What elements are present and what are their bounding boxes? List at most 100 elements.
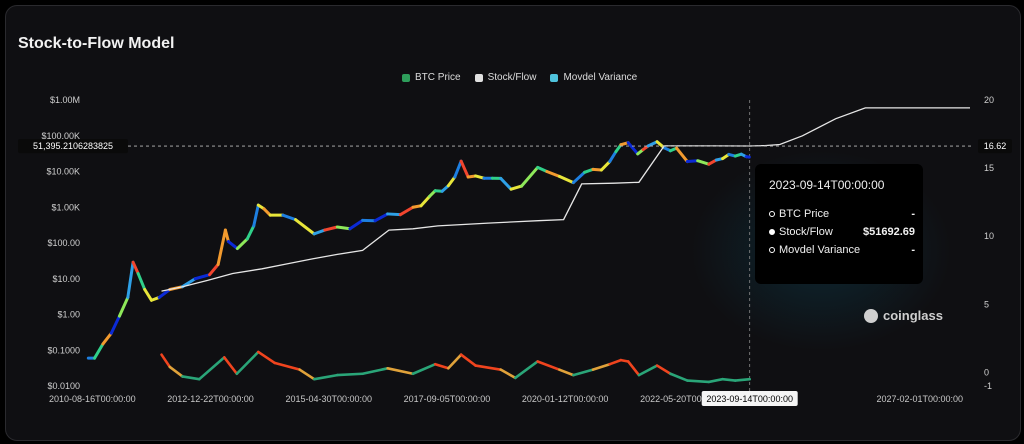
tooltip-row-movdel-variance: Movdel Variance -: [769, 244, 915, 256]
y-tick-label: $10.00K: [46, 167, 80, 177]
btc-price-segment: [93, 342, 105, 360]
y-tick-label: $1.00: [57, 310, 80, 320]
btc-price-segment: [131, 260, 140, 276]
tooltip-label: Movdel Variance: [779, 244, 861, 256]
y2-tick-label: 15: [984, 163, 994, 173]
crosshair-x-label: 2023-09-14T00:00:00: [706, 394, 793, 404]
btc-price-segment: [235, 237, 249, 251]
variance-segment: [312, 373, 339, 381]
btc-price-segment: [398, 205, 415, 217]
btc-price-segment: [252, 203, 260, 228]
y-tick-label: $1.00M: [50, 95, 80, 105]
x-tick-label: 2012-12-22T00:00:00: [167, 394, 254, 404]
btc-price-segment: [226, 240, 239, 251]
variance-segment: [707, 377, 724, 384]
y-tick-label: $0.0100: [47, 381, 80, 391]
btc-price-segment: [545, 170, 561, 178]
variance-segment: [686, 379, 711, 384]
variance-segment: [459, 353, 477, 367]
btc-price-segment: [675, 146, 689, 164]
tooltip-label: Stock/Flow: [779, 226, 833, 238]
btc-price-segment: [335, 225, 352, 231]
btc-price-segment: [245, 224, 256, 241]
btc-price-segment: [223, 228, 230, 244]
variance-segment: [558, 368, 575, 377]
tooltip-value: -: [911, 208, 915, 220]
tooltip-time: 2023-09-14T00:00:00: [769, 178, 885, 192]
x-tick-label: 2017-09-05T00:00:00: [404, 394, 491, 404]
btc-price-segment: [136, 272, 147, 292]
chart-card: Stock-to-Flow Model BTC Price Stock/Flow…: [5, 5, 1021, 441]
variance-segment: [361, 366, 389, 376]
btc-price-segment: [459, 159, 470, 179]
tooltip: 2023-09-14T00:00:00 BTC Price - Stock/Fl…: [755, 164, 923, 284]
x-tick-label: 2020-01-12T00:00:00: [522, 394, 609, 404]
variance-segment: [168, 365, 184, 378]
x-tick-label: 2015-04-30T00:00:00: [285, 394, 372, 404]
variance-segment: [572, 368, 595, 377]
coinglass-watermark: coinglass: [864, 308, 943, 323]
btc-price-segment: [446, 175, 457, 188]
btc-price-segment: [348, 218, 365, 231]
coinglass-logo-icon: [864, 308, 878, 323]
legend-item-stock-flow[interactable]: Stock/Flow: [474, 72, 536, 83]
btc-price-segment: [571, 170, 587, 185]
hollow-dot-icon: [769, 247, 775, 253]
btc-price-segment: [499, 176, 513, 191]
crosshair-right-badge: [978, 139, 1012, 154]
legend-label-btc-price: BTC Price: [415, 72, 461, 83]
variance-segment: [474, 364, 503, 371]
btc-price-segment: [281, 213, 298, 222]
legend-swatch-movdel-variance: [550, 73, 559, 82]
btc-price-segment: [208, 263, 220, 277]
variance-segment: [222, 356, 239, 376]
y-tick-label: $100.00K: [41, 131, 80, 141]
y2-tick-label: 0: [984, 367, 989, 377]
btc-price-segment: [453, 159, 463, 179]
y-tick-label: $10.00: [52, 274, 80, 284]
btc-price-segment: [696, 159, 711, 166]
btc-price-segment: [180, 277, 197, 289]
btc-price-segment: [117, 295, 130, 318]
btc-price-segment: [557, 174, 575, 185]
btc-price-segment: [216, 228, 227, 267]
tooltip-row-stock-flow: Stock/Flow $51692.69: [769, 226, 915, 238]
variance-segment: [160, 353, 172, 369]
btc-price-segment: [608, 150, 618, 164]
legend-item-movdel-variance[interactable]: Movdel Variance: [550, 72, 637, 83]
stock-flow-line: [161, 107, 970, 292]
btc-price-segment: [626, 141, 640, 156]
variance-segment: [447, 353, 463, 370]
y-tick-label: $0.1000: [47, 345, 80, 355]
btc-price-segment: [143, 288, 154, 302]
legend-item-btc-price[interactable]: BTC Price: [402, 72, 461, 83]
variance-segment: [733, 377, 751, 382]
y2-tick-label: 10: [984, 231, 994, 241]
y-tick-label: $100.00: [47, 238, 80, 248]
watermark-text: coinglass: [883, 308, 943, 323]
variance-segment: [591, 362, 612, 371]
btc-price-segment: [419, 194, 431, 208]
tooltip-value: -: [911, 244, 915, 256]
variance-segment: [298, 368, 316, 381]
legend-label-movdel-variance: Movdel Variance: [563, 72, 638, 83]
variance-segment: [197, 356, 226, 381]
legend-swatch-stock-flow: [474, 73, 483, 82]
legend-swatch-btc-price: [402, 73, 410, 82]
y2-tick-label: -1: [984, 381, 992, 391]
variance-segment: [433, 362, 450, 370]
btc-price-segment: [312, 228, 327, 236]
variance-segment: [655, 364, 672, 376]
y2-tick-label: 20: [984, 95, 994, 105]
x-tick-label: 2010-08-16T00:00:00: [49, 394, 136, 404]
tooltip-row-btc-price: BTC Price -: [769, 208, 915, 220]
btc-price-segment: [126, 260, 135, 299]
variance-segment: [411, 362, 437, 376]
hollow-dot-icon: [769, 211, 775, 217]
btc-price-segment: [323, 225, 339, 232]
crosshair-y-badge: [18, 139, 128, 154]
btc-price-segment: [157, 288, 172, 299]
crosshair-y-label: 51,395.2106283825: [33, 141, 113, 151]
variance-segment: [514, 360, 539, 380]
btc-price-segment: [509, 184, 524, 191]
